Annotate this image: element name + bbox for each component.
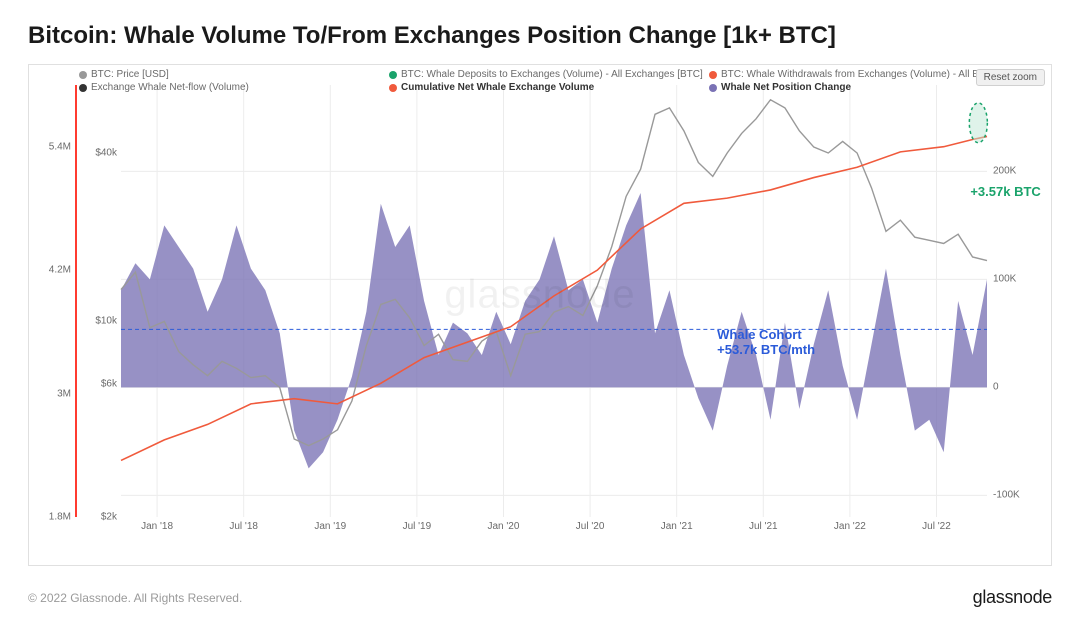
left-scale-bar — [75, 85, 77, 517]
copyright: © 2022 Glassnode. All Rights Reserved. — [28, 591, 242, 605]
axis-bottom: Jan '18Jul '18Jan '19Jul '19Jan '20Jul '… — [121, 521, 987, 535]
reset-zoom-button[interactable]: Reset zoom — [976, 69, 1045, 86]
plot-area[interactable] — [121, 85, 987, 517]
axis-left-volume: 1.8M3M4.2M5.4M — [29, 85, 75, 517]
axis-right-net: -100K0100K200K — [987, 85, 1051, 517]
legend-dot-cumulative — [389, 84, 397, 92]
legend-dot-netpos — [709, 84, 717, 92]
legend-label-withdrawals: BTC: Whale Withdrawals from Exchanges (V… — [721, 69, 994, 80]
legend-dot-deposits — [389, 71, 397, 79]
legend-dot-price — [79, 71, 87, 79]
legend-label-deposits: BTC: Whale Deposits to Exchanges (Volume… — [401, 69, 703, 80]
axis-left-price: $2k$6k$10k$40k — [75, 85, 121, 517]
legend: BTC: Price [USD] Exchange Whale Net-flow… — [29, 69, 1051, 97]
chart-title: Bitcoin: Whale Volume To/From Exchanges … — [28, 22, 1052, 50]
legend-dot-withdrawals — [709, 71, 717, 79]
legend-dot-netflow — [79, 84, 87, 92]
chart-svg — [121, 85, 987, 517]
chart-frame: BTC: Price [USD] Exchange Whale Net-flow… — [28, 64, 1052, 566]
legend-label-netflow: Exchange Whale Net-flow (Volume) — [91, 82, 249, 93]
legend-label-cumulative: Cumulative Net Whale Exchange Volume — [401, 82, 594, 93]
brand-logo: glassnode — [973, 587, 1052, 608]
legend-label-netpos: Whale Net Position Change — [721, 82, 851, 93]
legend-label-price: BTC: Price [USD] — [91, 69, 169, 80]
